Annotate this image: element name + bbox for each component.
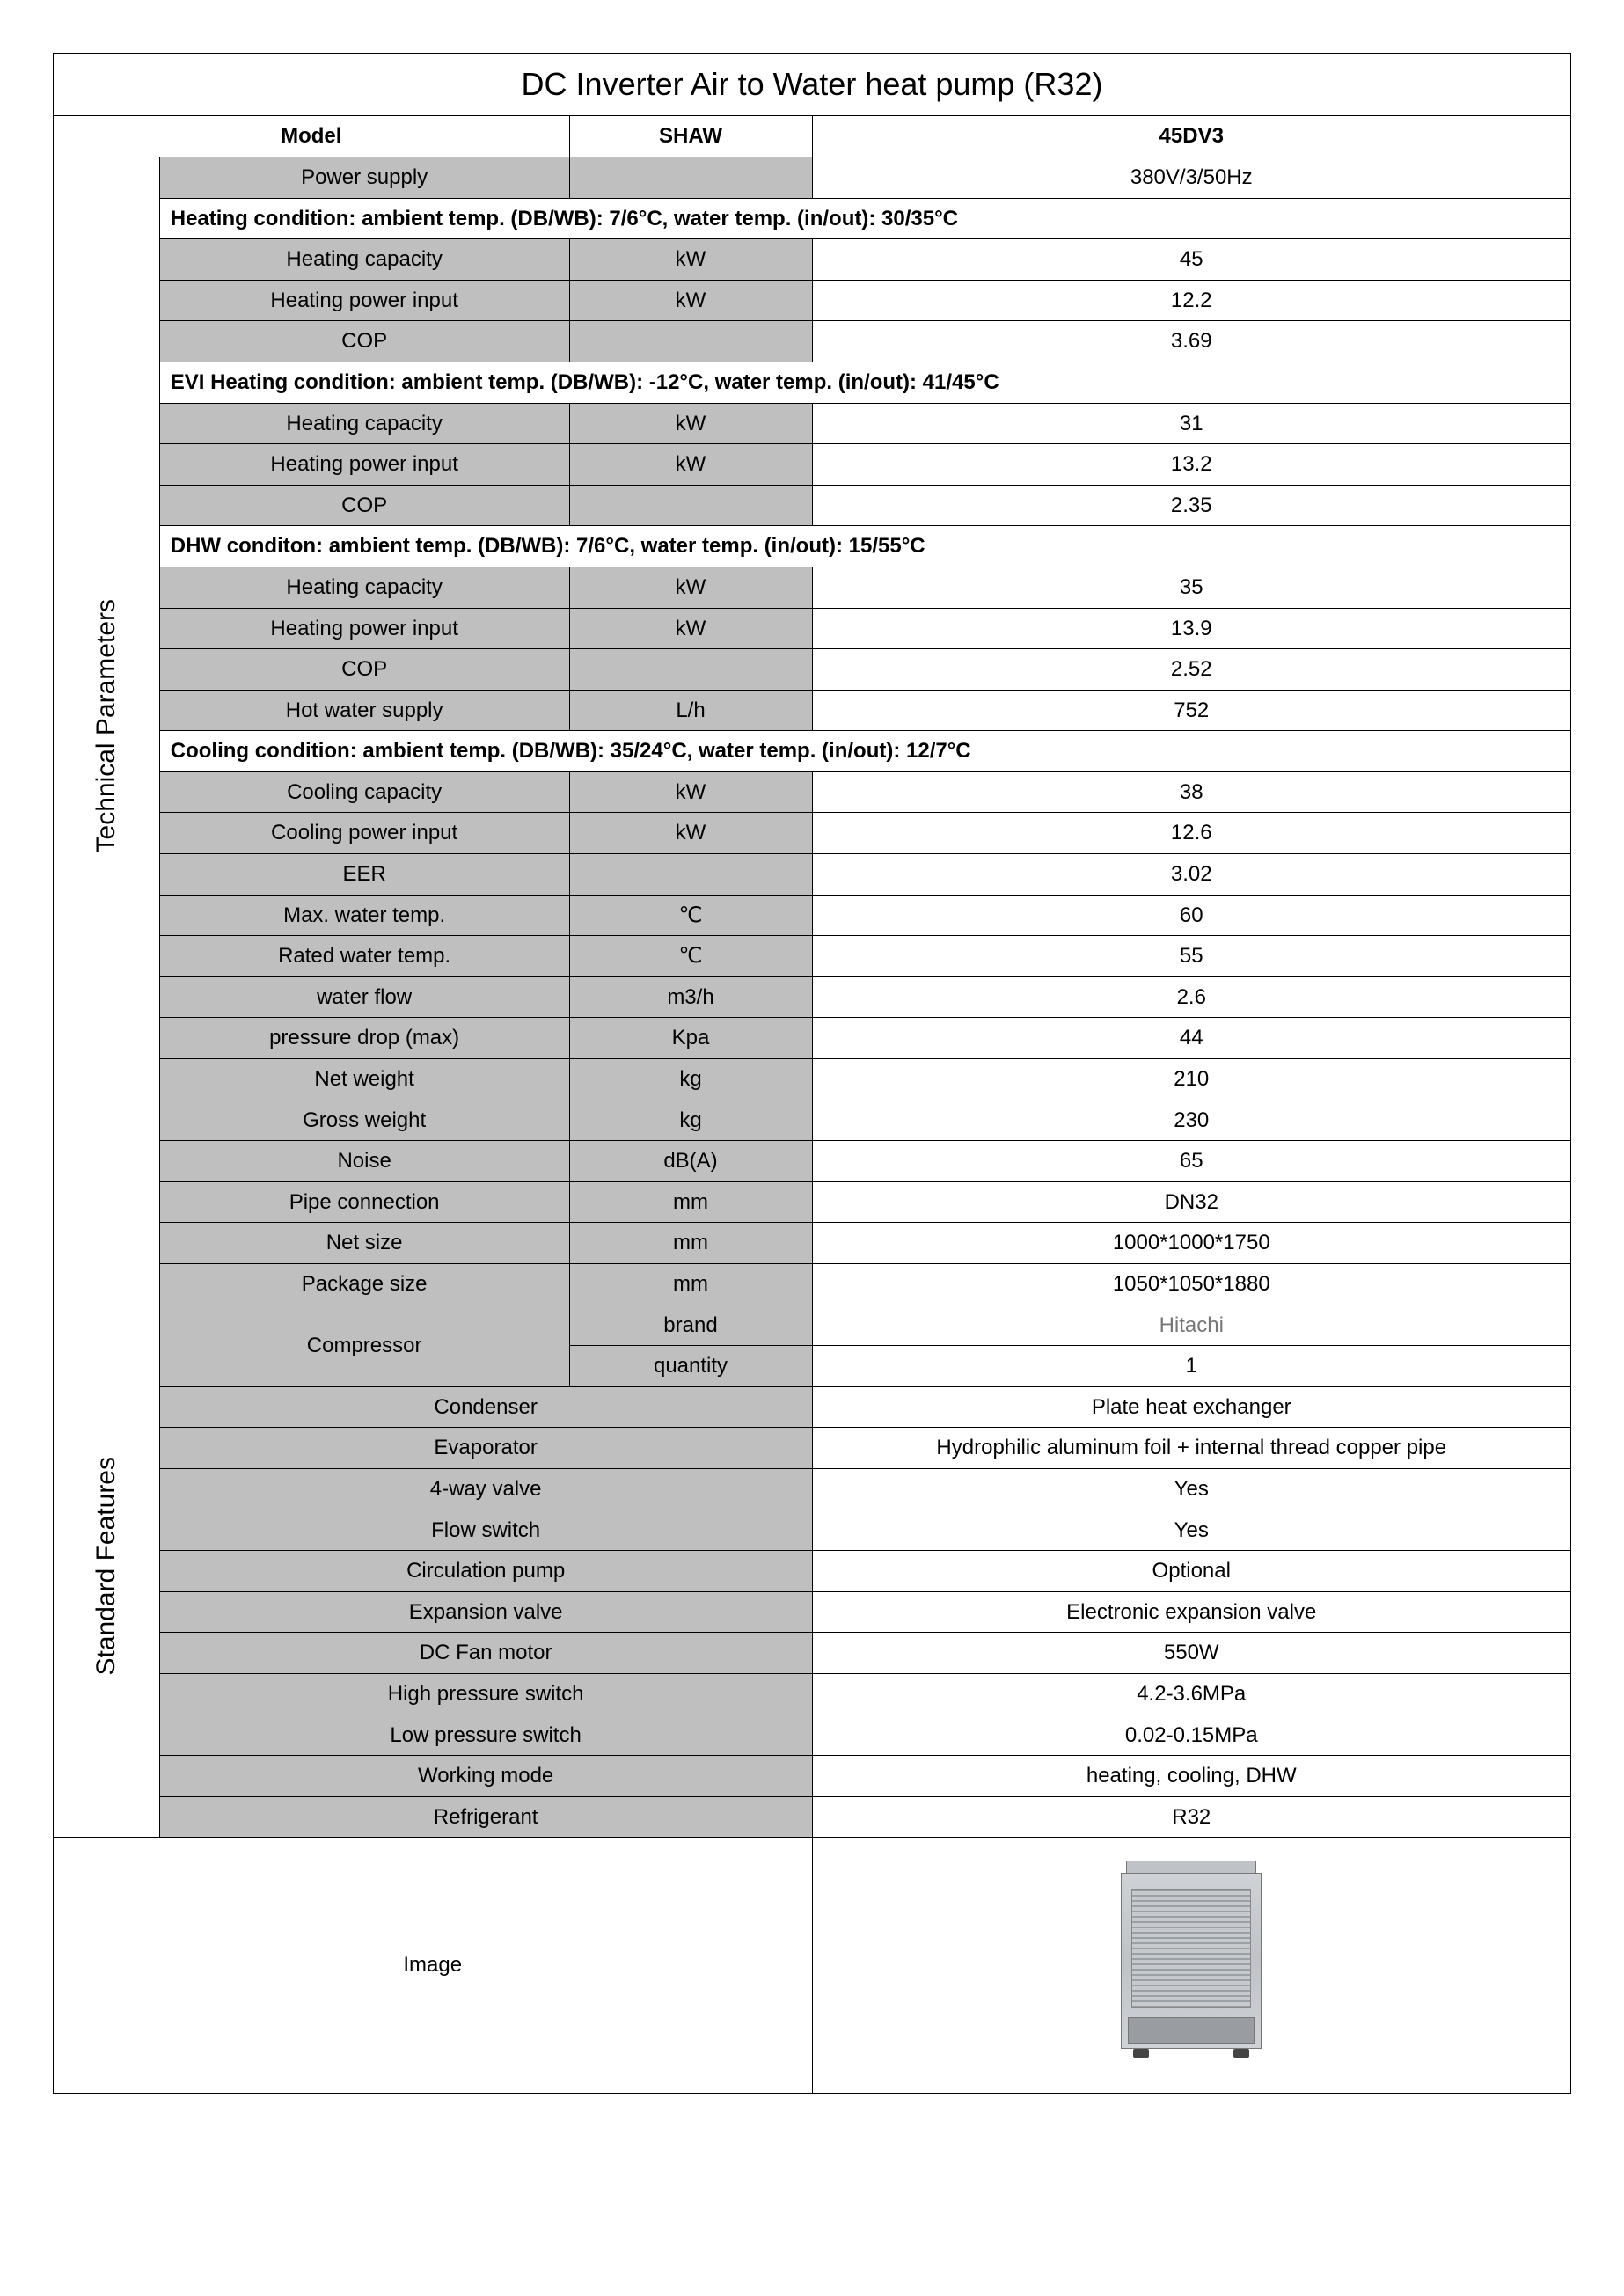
table-row: Heating power inputkW13.2 (54, 444, 1571, 486)
table-row: DC Fan motor550W (54, 1633, 1571, 1674)
page-title: DC Inverter Air to Water heat pump (R32) (54, 54, 1571, 116)
table-row: Expansion valveElectronic expansion valv… (54, 1591, 1571, 1633)
table-row: Rated water temp.℃55 (54, 936, 1571, 977)
param-label: Power supply (159, 157, 569, 198)
table-row: 4-way valveYes (54, 1468, 1571, 1510)
image-row: Image (54, 1838, 1571, 2094)
table-row: Technical Parameters Power supply 380V/3… (54, 157, 1571, 198)
model-header: 45DV3 (812, 116, 1571, 157)
table-row: Gross weightkg230 (54, 1100, 1571, 1141)
table-row: pressure drop (max)Kpa44 (54, 1018, 1571, 1059)
table-row: High pressure switch4.2-3.6MPa (54, 1673, 1571, 1715)
table-row: Circulation pumpOptional (54, 1551, 1571, 1592)
table-row: CondenserPlate heat exchanger (54, 1386, 1571, 1428)
table-row: Package sizemm1050*1050*1880 (54, 1264, 1571, 1305)
table-row: Cooling power inputkW12.6 (54, 813, 1571, 854)
table-row: Low pressure switch0.02-0.15MPa (54, 1715, 1571, 1756)
heat-pump-icon (1121, 1873, 1262, 2049)
table-row: Heating power inputkW12.2 (54, 280, 1571, 321)
condition-text: Cooling condition: ambient temp. (DB/WB)… (159, 731, 1570, 772)
table-row: EvaporatorHydrophilic aluminum foil + in… (54, 1428, 1571, 1469)
table-row: EER3.02 (54, 854, 1571, 896)
condition-row: Heating condition: ambient temp. (DB/WB)… (54, 198, 1571, 239)
table-row: NoisedB(A)65 (54, 1141, 1571, 1182)
condition-row: EVI Heating condition: ambient temp. (DB… (54, 362, 1571, 403)
model-label: Model (54, 116, 570, 157)
table-row: Standard Features Compressor brand Hitac… (54, 1305, 1571, 1346)
condition-row: Cooling condition: ambient temp. (DB/WB)… (54, 731, 1571, 772)
value-cell: 380V/3/50Hz (812, 157, 1571, 198)
image-label: Image (54, 1838, 813, 2094)
compressor-qty-label: quantity (569, 1346, 812, 1387)
compressor-label: Compressor (159, 1305, 569, 1386)
title-row: DC Inverter Air to Water heat pump (R32) (54, 54, 1571, 116)
condition-row: DHW conditon: ambient temp. (DB/WB): 7/6… (54, 526, 1571, 567)
table-row: Net sizemm1000*1000*1750 (54, 1223, 1571, 1264)
compressor-brand-label: brand (569, 1305, 812, 1346)
unit-cell (569, 157, 812, 198)
compressor-brand-value: Hitachi (812, 1305, 1571, 1346)
table-row: Cooling capacitykW38 (54, 771, 1571, 813)
condition-text: EVI Heating condition: ambient temp. (DB… (159, 362, 1570, 403)
table-row: Flow switchYes (54, 1510, 1571, 1551)
spec-table: DC Inverter Air to Water heat pump (R32)… (53, 53, 1571, 2094)
product-image-cell (812, 1838, 1571, 2094)
table-row: Heating capacitykW35 (54, 567, 1571, 608)
table-row: Max. water temp.℃60 (54, 895, 1571, 936)
condition-text: Heating condition: ambient temp. (DB/WB)… (159, 198, 1570, 239)
technical-parameters-label: Technical Parameters (54, 157, 160, 1305)
table-row: COP2.35 (54, 485, 1571, 526)
compressor-qty-value: 1 (812, 1346, 1571, 1387)
table-row: Heating capacitykW45 (54, 239, 1571, 281)
condition-text: DHW conditon: ambient temp. (DB/WB): 7/6… (159, 526, 1570, 567)
table-row: RefrigerantR32 (54, 1796, 1571, 1838)
table-row: Net weightkg210 (54, 1059, 1571, 1100)
model-header-row: Model SHAW 45DV3 (54, 116, 1571, 157)
table-row: Hot water supplyL/h752 (54, 690, 1571, 731)
table-row: Heating power inputkW13.9 (54, 608, 1571, 649)
table-row: water flowm3/h2.6 (54, 976, 1571, 1018)
standard-features-label: Standard Features (54, 1305, 160, 1838)
brand-header: SHAW (569, 116, 812, 157)
table-row: COP3.69 (54, 321, 1571, 362)
table-row: COP2.52 (54, 649, 1571, 691)
table-row: Working modeheating, cooling, DHW (54, 1756, 1571, 1797)
table-row: Heating capacitykW31 (54, 403, 1571, 444)
table-row: Pipe connectionmmDN32 (54, 1181, 1571, 1223)
